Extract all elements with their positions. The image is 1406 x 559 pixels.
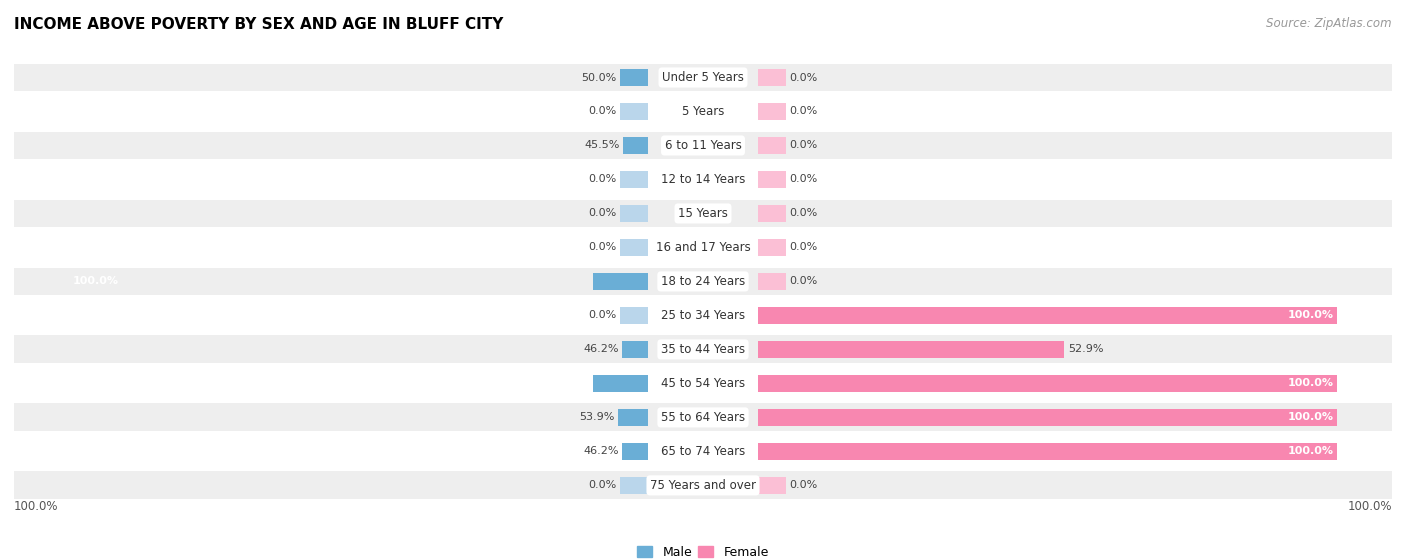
Bar [620, 477, 648, 494]
Bar [620, 307, 648, 324]
Text: 52.9%: 52.9% [1067, 344, 1104, 354]
Text: 100.0%: 100.0% [73, 277, 118, 286]
Text: 18 to 24 Years: 18 to 24 Years [661, 275, 745, 288]
Bar [593, 273, 648, 290]
Text: 53.9%: 53.9% [579, 413, 614, 423]
Text: Source: ZipAtlas.com: Source: ZipAtlas.com [1267, 17, 1392, 30]
Text: 0.0%: 0.0% [589, 174, 617, 184]
Bar [758, 443, 1337, 460]
Bar [14, 369, 1392, 397]
Text: 100.0%: 100.0% [1347, 500, 1392, 513]
Text: 0.0%: 0.0% [789, 174, 817, 184]
Bar [758, 273, 786, 290]
Bar [620, 103, 648, 120]
Bar [620, 171, 648, 188]
Bar [14, 64, 1392, 92]
Text: 0.0%: 0.0% [589, 209, 617, 219]
Text: 35 to 44 Years: 35 to 44 Years [661, 343, 745, 356]
Bar [623, 443, 648, 460]
Text: 0.0%: 0.0% [789, 209, 817, 219]
Text: 100.0%: 100.0% [73, 378, 118, 389]
Bar [14, 131, 1392, 159]
Bar [758, 69, 786, 86]
Text: 15 Years: 15 Years [678, 207, 728, 220]
Bar [14, 234, 1392, 262]
Text: 55 to 64 Years: 55 to 64 Years [661, 411, 745, 424]
Text: 100.0%: 100.0% [1288, 447, 1333, 456]
Text: 100.0%: 100.0% [1288, 413, 1333, 423]
Bar [620, 69, 648, 86]
Text: 45.5%: 45.5% [583, 140, 620, 150]
Bar [758, 341, 1064, 358]
Bar [758, 205, 786, 222]
Text: 0.0%: 0.0% [789, 243, 817, 253]
Bar [758, 137, 786, 154]
Text: 16 and 17 Years: 16 and 17 Years [655, 241, 751, 254]
Bar [758, 375, 1337, 392]
Text: INCOME ABOVE POVERTY BY SEX AND AGE IN BLUFF CITY: INCOME ABOVE POVERTY BY SEX AND AGE IN B… [14, 17, 503, 32]
Text: 0.0%: 0.0% [789, 140, 817, 150]
Text: 0.0%: 0.0% [589, 480, 617, 490]
Text: 0.0%: 0.0% [789, 107, 817, 116]
Bar [623, 341, 648, 358]
Bar [758, 171, 786, 188]
Bar [758, 103, 786, 120]
Bar [593, 375, 648, 392]
Text: 100.0%: 100.0% [1288, 378, 1333, 389]
Text: 5 Years: 5 Years [682, 105, 724, 118]
Bar [14, 268, 1392, 295]
Text: 0.0%: 0.0% [789, 480, 817, 490]
Text: 0.0%: 0.0% [789, 73, 817, 83]
Bar [758, 239, 786, 256]
Text: 46.2%: 46.2% [583, 447, 619, 456]
Text: 100.0%: 100.0% [1288, 310, 1333, 320]
Text: 65 to 74 Years: 65 to 74 Years [661, 445, 745, 458]
Bar [14, 404, 1392, 432]
Bar [758, 307, 1337, 324]
Text: 0.0%: 0.0% [789, 277, 817, 286]
Bar [14, 335, 1392, 363]
Legend: Male, Female: Male, Female [633, 541, 773, 559]
Text: 100.0%: 100.0% [14, 500, 59, 513]
Bar [14, 98, 1392, 125]
Bar [620, 239, 648, 256]
Bar [14, 200, 1392, 228]
Text: 45 to 54 Years: 45 to 54 Years [661, 377, 745, 390]
Text: 0.0%: 0.0% [589, 310, 617, 320]
Text: 12 to 14 Years: 12 to 14 Years [661, 173, 745, 186]
Bar [758, 477, 786, 494]
Bar [14, 471, 1392, 499]
Text: 0.0%: 0.0% [589, 107, 617, 116]
Bar [14, 438, 1392, 465]
Text: 46.2%: 46.2% [583, 344, 619, 354]
Text: 6 to 11 Years: 6 to 11 Years [665, 139, 741, 152]
Bar [620, 205, 648, 222]
Bar [758, 409, 1337, 426]
Text: 25 to 34 Years: 25 to 34 Years [661, 309, 745, 322]
Bar [623, 137, 648, 154]
Bar [14, 301, 1392, 329]
Bar [14, 165, 1392, 193]
Text: 75 Years and over: 75 Years and over [650, 479, 756, 492]
Text: 50.0%: 50.0% [582, 73, 617, 83]
Text: Under 5 Years: Under 5 Years [662, 71, 744, 84]
Text: 0.0%: 0.0% [589, 243, 617, 253]
Bar [619, 409, 648, 426]
